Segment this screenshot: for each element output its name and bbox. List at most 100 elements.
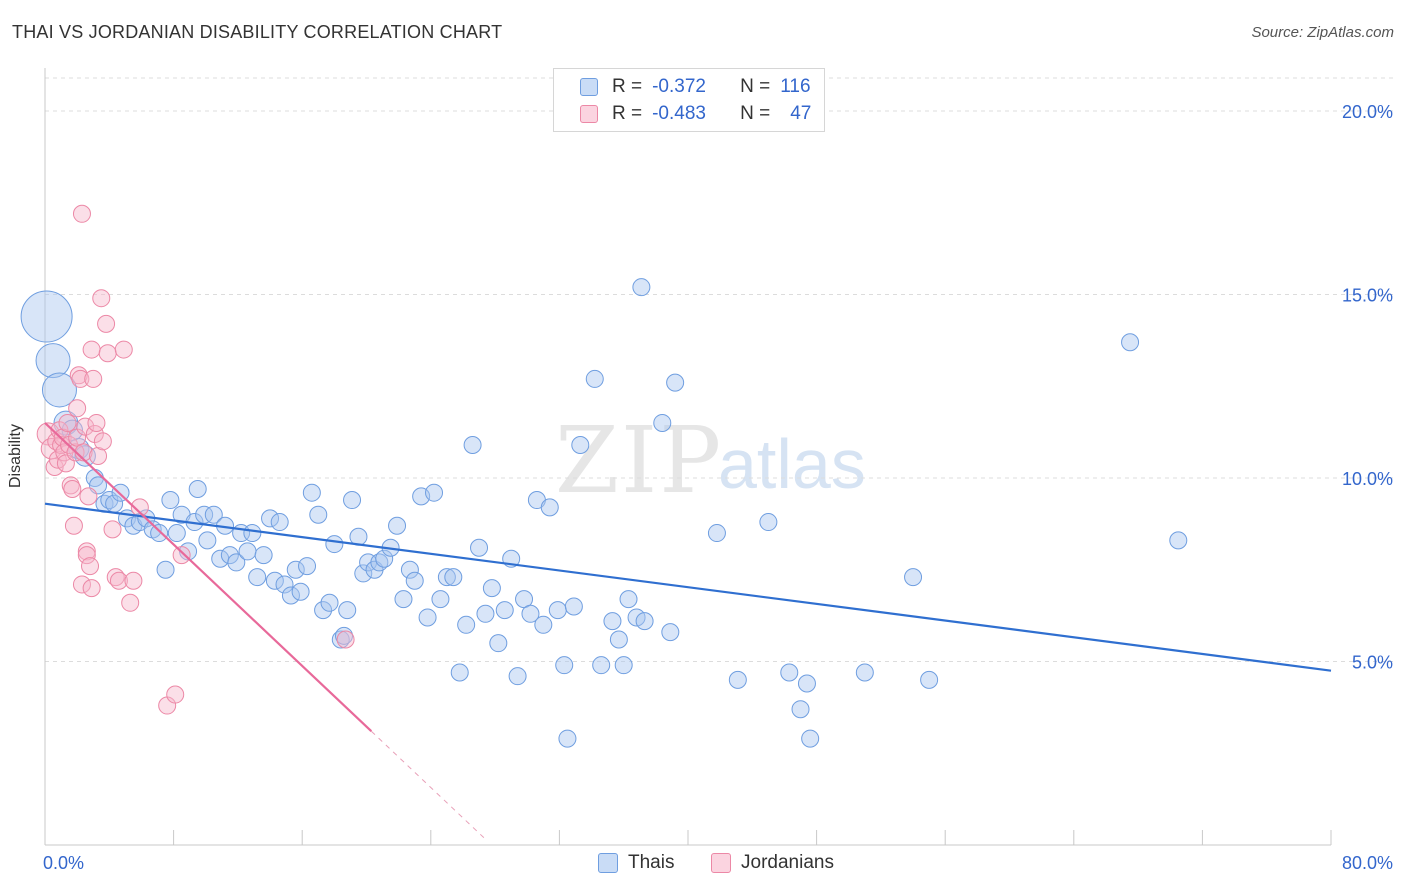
jordanians-point <box>53 428 72 447</box>
thais-point <box>619 590 638 609</box>
thais-point <box>1169 531 1188 550</box>
series-legend-swatch-thais <box>598 853 618 873</box>
legend-r-value: -0.372 <box>652 76 706 97</box>
thais-point <box>476 604 495 623</box>
axis-ticks <box>44 830 1332 845</box>
thais-point <box>261 509 280 528</box>
thais-point <box>653 413 672 432</box>
jordanians-point <box>64 516 83 535</box>
thais-point <box>564 597 583 616</box>
thais-point <box>243 524 262 543</box>
thais-point <box>302 483 321 502</box>
thais-point <box>555 656 574 675</box>
thais-point <box>100 491 119 510</box>
jordanians-point <box>166 685 185 704</box>
thais-point <box>489 634 508 653</box>
thais-point <box>801 729 820 748</box>
jordanians-point <box>82 340 101 359</box>
tick-labels: 5.0% 10.0% 15.0% 20.0% 0.0% 80.0% <box>43 102 1393 873</box>
thais-point <box>585 369 604 388</box>
watermark-zip: ZIP <box>555 407 723 514</box>
thais-point <box>195 505 214 524</box>
thais-point <box>248 568 267 587</box>
thais-point <box>904 568 923 587</box>
thais-point <box>540 498 559 517</box>
thais-point <box>298 557 317 576</box>
thais-point <box>156 560 175 579</box>
thais-point <box>286 560 305 579</box>
thais-point <box>325 535 344 554</box>
thais-point <box>791 700 810 719</box>
series-legend-label-jordanians: Jordanians <box>741 852 834 873</box>
jordanians-point <box>58 413 77 432</box>
thais-point <box>548 601 567 620</box>
jordanians-point <box>87 413 106 432</box>
series-legend-swatch-jordanians <box>711 853 731 873</box>
thais-point <box>534 615 553 634</box>
jordanians-point <box>77 546 96 565</box>
series-thais <box>20 278 1188 748</box>
thais-point <box>780 663 799 682</box>
trend-lines <box>44 422 1332 839</box>
series-legend-jordanians[interactable]: Jordanians <box>711 852 834 874</box>
jordanians-point <box>72 204 91 223</box>
jordanians-point <box>81 557 100 576</box>
legend-swatch-jordanians <box>580 105 598 123</box>
thais-point <box>270 513 289 532</box>
jordanians-point <box>71 369 90 388</box>
thais-point <box>614 656 633 675</box>
thais-point <box>635 612 654 631</box>
thais-point <box>920 670 939 689</box>
legend-row-thais: R = -0.372 N = 116 <box>580 75 811 99</box>
thais-point <box>405 571 424 590</box>
jordanians-point <box>98 344 117 363</box>
watermark: ZIP atlas <box>555 407 866 514</box>
series-jordanians <box>36 204 355 715</box>
thais-point <box>463 435 482 454</box>
thais-point <box>797 674 816 693</box>
thais-point <box>450 663 469 682</box>
legend-r-value: -0.483 <box>652 103 706 124</box>
series-legend-thais[interactable]: Thais <box>598 852 674 874</box>
thais-point <box>167 524 186 543</box>
thais-point <box>571 435 590 454</box>
thais-point <box>482 579 501 598</box>
jordanians-point <box>63 480 82 499</box>
thais-point <box>161 491 180 510</box>
series-legend: Thais Jordanians <box>0 852 1406 876</box>
thais-point <box>74 445 96 467</box>
thais-point <box>759 513 778 532</box>
thais-point <box>41 372 77 408</box>
thais-point <box>444 568 463 587</box>
thais-point <box>457 615 476 634</box>
thais-point <box>370 553 389 572</box>
thais-point <box>632 278 651 297</box>
jordanians-point <box>72 575 91 594</box>
jordanians-point <box>84 369 103 388</box>
thais-point <box>238 542 257 561</box>
thais-point <box>314 601 333 620</box>
thais-point <box>343 491 362 510</box>
thais-point <box>1121 333 1140 352</box>
thais-point <box>707 524 726 543</box>
y-tick-label: 10.0% <box>1342 469 1393 489</box>
jordanians-point <box>76 417 95 436</box>
jordanians-point <box>114 340 133 359</box>
x-tick-label: 0.0% <box>43 853 84 873</box>
thais-point <box>603 612 622 631</box>
thais-point <box>375 549 394 568</box>
legend-r-label: R = <box>612 76 643 97</box>
thais-point <box>521 604 540 623</box>
thais-point <box>275 575 294 594</box>
y-tick-label: 5.0% <box>1352 653 1393 673</box>
thais-point <box>508 667 527 686</box>
thais-point <box>558 729 577 748</box>
jordanians-point <box>106 568 125 587</box>
legend-n-value: 116 <box>780 76 811 97</box>
legend-n-label: N = <box>740 76 771 97</box>
jordanians-point <box>82 579 101 598</box>
thais-point <box>855 663 874 682</box>
thais-point <box>418 608 437 627</box>
thais-point <box>265 571 284 590</box>
